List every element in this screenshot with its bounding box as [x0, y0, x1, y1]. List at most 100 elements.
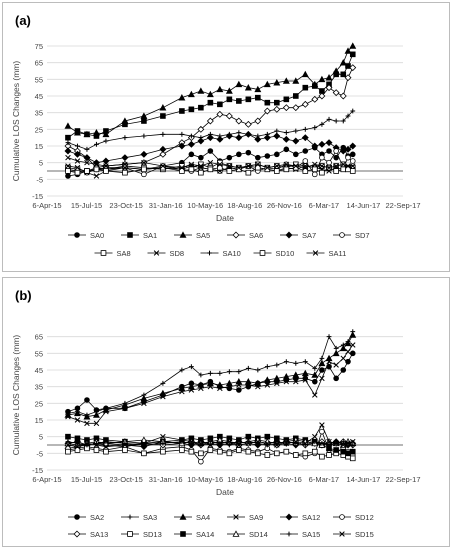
data-point — [188, 133, 194, 139]
data-point — [103, 138, 109, 144]
data-point — [312, 125, 318, 131]
data-point — [274, 151, 280, 158]
data-point — [140, 112, 148, 119]
data-point — [255, 438, 261, 445]
data-point — [217, 440, 223, 447]
legend-label: SA4 — [196, 513, 210, 522]
data-point — [236, 130, 242, 136]
data-point — [333, 154, 339, 161]
data-point — [160, 131, 166, 137]
legend-marker — [339, 531, 345, 537]
data-point — [197, 137, 205, 145]
data-point — [345, 113, 351, 119]
data-point — [274, 168, 280, 174]
data-point — [216, 135, 224, 143]
legend-marker — [127, 232, 133, 238]
data-point — [226, 163, 233, 169]
series-sa11 — [65, 154, 356, 171]
data-point — [235, 80, 243, 88]
data-point — [333, 375, 339, 382]
legend-item-sd10: SD10 — [253, 249, 294, 258]
data-point — [273, 374, 281, 382]
data-point — [122, 135, 128, 141]
data-point — [102, 157, 110, 165]
data-point — [236, 166, 242, 173]
chart-panel-a: (a) -15 -5 5 15 25 35 45 55 65 75 6-Apr-15 15-Jul-15… — [2, 2, 450, 272]
data-point — [293, 163, 299, 169]
data-point — [325, 74, 333, 81]
data-point — [75, 440, 80, 446]
data-point — [344, 47, 352, 54]
y-tick-label: 35 — [35, 109, 43, 118]
legend-label: SA1 — [143, 231, 157, 240]
data-point — [274, 99, 280, 106]
data-point — [311, 448, 318, 455]
data-point — [179, 388, 185, 395]
data-point — [226, 383, 233, 390]
data-point — [332, 67, 340, 74]
data-point — [326, 334, 332, 340]
data-point — [263, 107, 271, 115]
legend-item-sd15: SD15 — [333, 530, 374, 539]
data-point — [235, 378, 243, 385]
data-point — [122, 405, 128, 412]
legend-marker — [127, 514, 133, 520]
data-point — [216, 85, 224, 93]
data-point — [187, 383, 195, 390]
data-point — [226, 369, 232, 375]
data-point — [264, 166, 271, 173]
data-point — [65, 163, 71, 169]
data-point — [217, 164, 223, 171]
data-point — [188, 387, 195, 393]
legend-item-sa12: SA12 — [280, 513, 320, 522]
data-point — [349, 168, 356, 174]
data-point — [254, 135, 262, 143]
data-point — [282, 373, 290, 380]
data-point — [311, 378, 318, 385]
data-point — [65, 439, 71, 445]
data-point — [319, 121, 325, 127]
legend-label: SD15 — [355, 530, 374, 539]
series-sa7 — [64, 130, 357, 167]
data-point — [302, 168, 309, 174]
data-point — [140, 394, 148, 402]
data-point — [141, 166, 147, 173]
data-point — [254, 85, 262, 93]
y-tick-label: -15 — [32, 466, 43, 475]
data-point — [198, 372, 204, 378]
data-point — [245, 382, 252, 388]
data-point — [302, 450, 309, 457]
data-point — [344, 74, 352, 82]
legend: SA0 SA1 SA5 SA6 SA7 SD7 SA8 SD8 SA10 SD10 SA11 — [68, 231, 370, 258]
data-point — [160, 440, 166, 446]
data-point — [65, 134, 71, 141]
x-tick-label: 6-Apr-15 — [32, 475, 61, 484]
data-point — [141, 118, 147, 124]
legend-label: SA3 — [143, 513, 157, 522]
data-point — [103, 168, 109, 174]
data-point — [179, 108, 185, 114]
data-point — [141, 171, 147, 178]
data-point — [93, 161, 100, 168]
data-point — [75, 143, 80, 149]
data-point — [122, 447, 128, 453]
legend-item-sa8: SA8 — [94, 249, 131, 258]
data-point — [350, 163, 356, 169]
legend-label: SA11 — [329, 249, 347, 258]
data-point — [226, 96, 233, 103]
data-point — [302, 164, 309, 171]
y-axis-title: Cumulative LOS Changes (mm) — [11, 335, 21, 456]
legend-label: SA9 — [249, 513, 263, 522]
series-line-sa4 — [67, 334, 354, 418]
data-point — [159, 145, 167, 153]
data-point — [160, 113, 166, 119]
data-point — [235, 117, 243, 125]
data-point — [319, 422, 325, 428]
data-point — [301, 369, 309, 377]
data-point — [141, 159, 147, 166]
y-tick-label: 65 — [35, 59, 43, 68]
data-point — [84, 146, 90, 152]
legend-marker — [232, 231, 240, 239]
data-point — [326, 148, 332, 154]
data-point — [74, 158, 81, 164]
